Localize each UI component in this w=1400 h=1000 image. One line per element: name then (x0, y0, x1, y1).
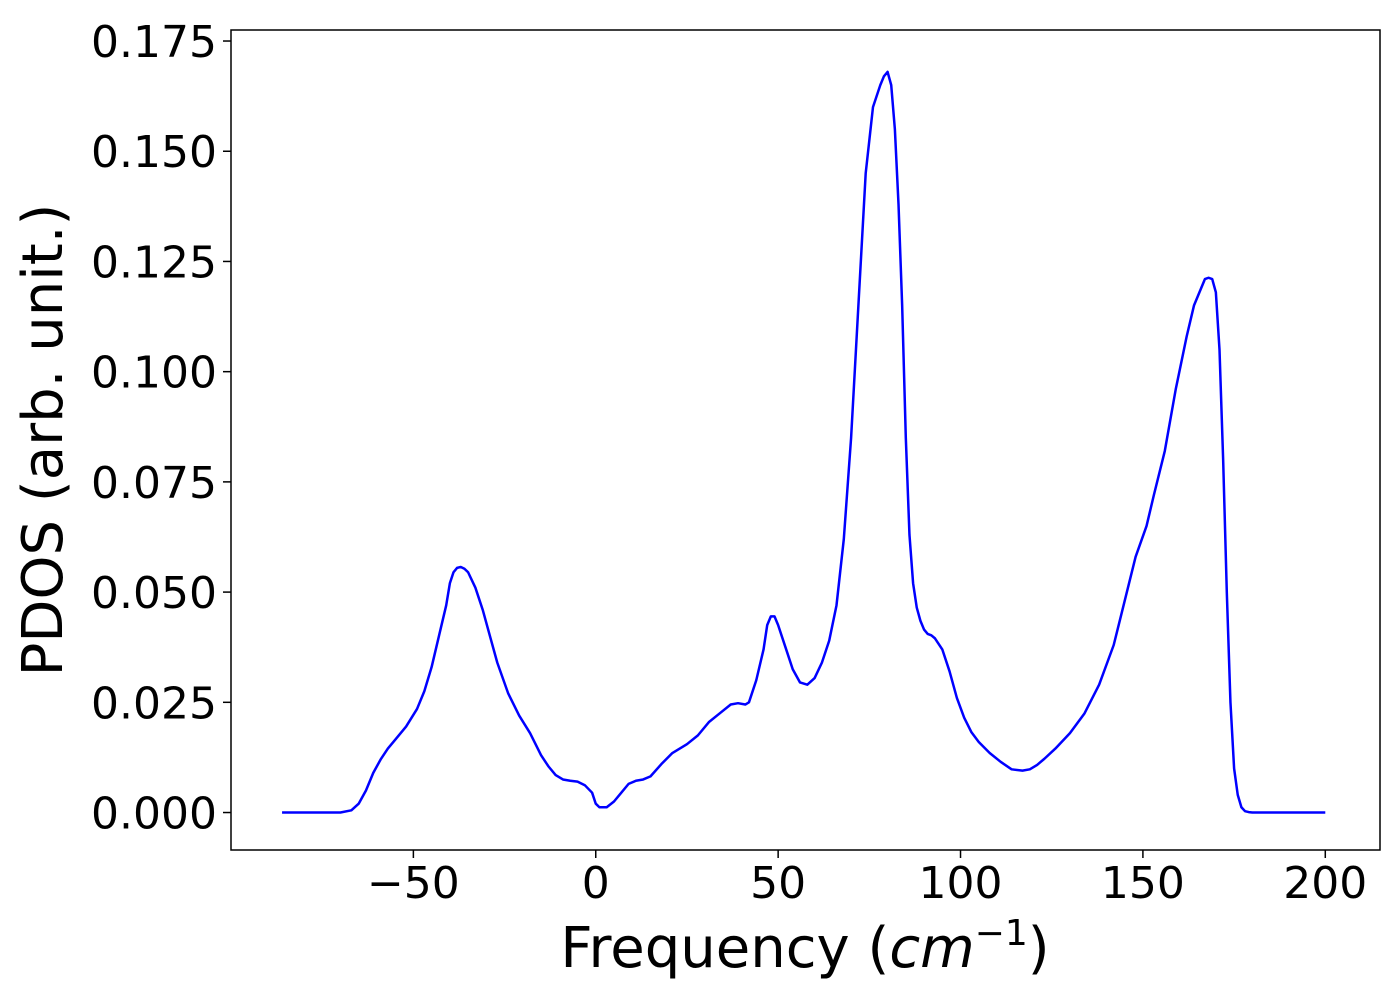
x-tick-label: 150 (1101, 858, 1185, 909)
series-line-0 (282, 70, 1326, 814)
axis-ticks: −50 0 50 100 150 200 0.000 0.025 0.050 0.075 0.100… (91, 17, 1367, 909)
y-tick-label: 0.175 (91, 17, 217, 68)
x-tick-label: 200 (1283, 858, 1367, 909)
plot-area (282, 70, 1326, 814)
y-tick-label: 0.075 (91, 458, 217, 509)
y-axis-label: PDOS (arb. unit.) (11, 204, 76, 677)
x-tick-label: 100 (919, 858, 1003, 909)
y-tick-label: 0.125 (91, 237, 217, 288)
y-tick-label: 0.100 (91, 348, 217, 399)
x-tick-label: 0 (582, 858, 610, 909)
x-tick-label: 50 (750, 858, 806, 909)
x-axis-label: Frequency (cm−1) (560, 913, 1049, 981)
y-tick-label: 0.025 (91, 678, 217, 729)
axes-frame (230, 29, 1381, 851)
x-tick-label: −50 (367, 858, 460, 909)
y-tick-label: 0.000 (91, 789, 217, 840)
y-tick-label: 0.150 (91, 127, 217, 178)
y-tick-label: 0.050 (91, 568, 217, 619)
